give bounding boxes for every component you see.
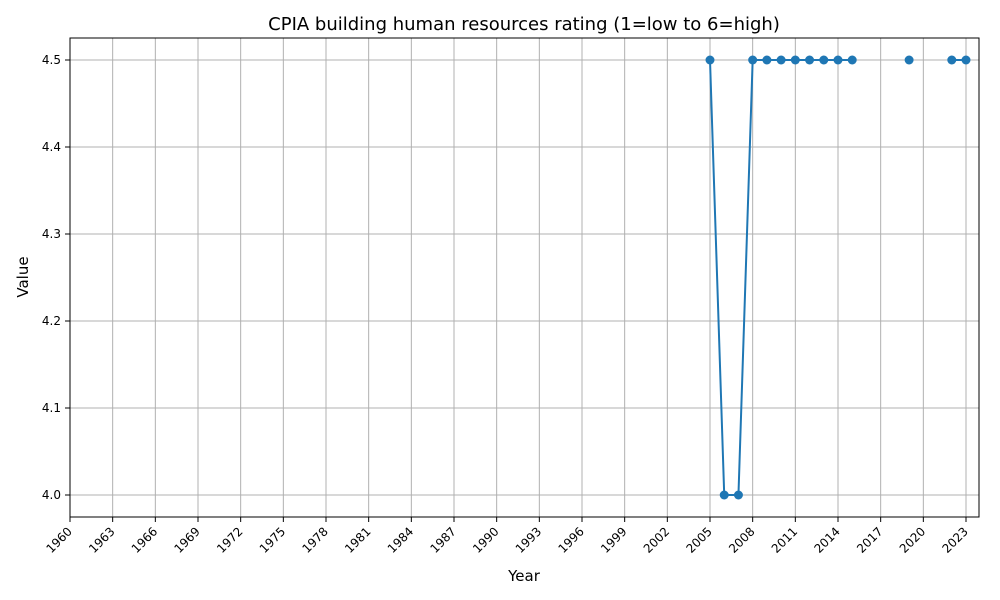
x-tick-label: 1960	[43, 524, 74, 555]
data-point	[947, 55, 957, 65]
x-axis-label: Year	[507, 567, 541, 585]
y-tick-label: 4.1	[42, 401, 61, 415]
x-tick-label: 1978	[299, 524, 330, 555]
series-group	[705, 55, 971, 500]
x-tick-label: 2002	[641, 524, 672, 555]
x-tick-label: 1993	[513, 524, 544, 555]
x-tick-label: 2011	[769, 524, 800, 555]
data-point	[961, 55, 971, 65]
x-axis: 1960 1963 1966 1969 1972 1975 1978 1981 1984 1987…	[43, 517, 971, 556]
x-tick-label: 1996	[555, 524, 586, 555]
data-point	[762, 55, 772, 65]
x-tick-label: 1966	[129, 524, 160, 555]
x-tick-label: 1975	[257, 524, 288, 555]
x-tick-label: 1990	[470, 524, 501, 555]
x-tick-label: 1999	[598, 524, 629, 555]
data-point	[719, 490, 729, 500]
x-tick-label: 2008	[726, 524, 757, 555]
y-tick-label: 4.2	[42, 314, 61, 328]
x-tick-label: 1969	[171, 524, 202, 555]
chart-title: CPIA building human resources rating (1=…	[268, 14, 780, 35]
data-point	[748, 55, 758, 65]
data-point	[904, 55, 914, 65]
data-point	[805, 55, 815, 65]
data-point	[733, 490, 743, 500]
y-tick-label: 4.5	[42, 53, 61, 67]
data-point	[847, 55, 857, 65]
data-point	[705, 55, 715, 65]
data-point	[790, 55, 800, 65]
y-tick-label: 4.0	[42, 488, 61, 502]
grid	[69, 38, 979, 517]
y-axis: 4.0 4.1 4.2 4.3 4.4 4.5	[42, 53, 70, 502]
y-axis-label: Value	[14, 256, 32, 297]
x-tick-label: 1984	[385, 524, 416, 555]
x-tick-label: 2014	[811, 524, 842, 555]
y-tick-label: 4.3	[42, 227, 61, 241]
x-tick-label: 1972	[214, 524, 245, 555]
series-line	[709, 59, 853, 496]
x-tick-label: 1987	[427, 524, 458, 555]
x-tick-label: 2005	[683, 524, 714, 555]
x-tick-label: 2020	[897, 524, 928, 555]
x-tick-label: 2023	[939, 524, 970, 555]
x-tick-label: 2017	[854, 524, 885, 555]
data-point	[776, 55, 786, 65]
x-tick-label: 1963	[86, 524, 117, 555]
y-tick-label: 4.4	[42, 140, 61, 154]
x-tick-label: 1981	[342, 524, 373, 555]
data-point	[833, 55, 843, 65]
plot-frame	[69, 37, 980, 518]
data-point	[819, 55, 829, 65]
